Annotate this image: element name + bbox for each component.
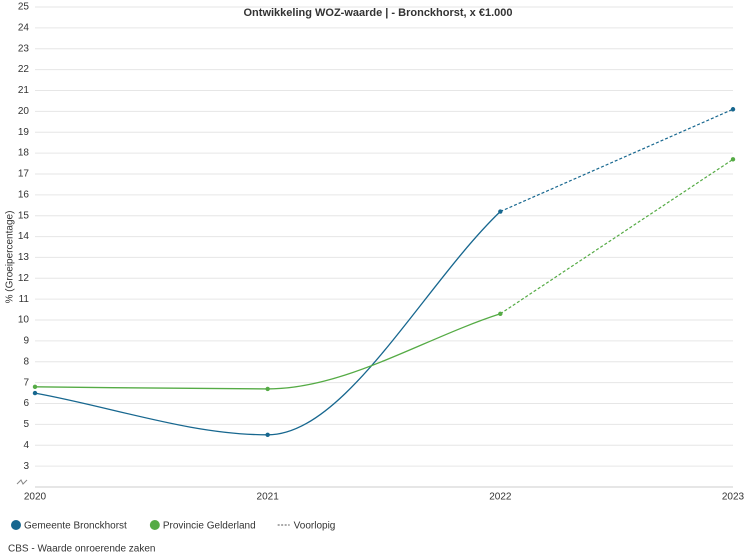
- y-tick-label: 24: [18, 23, 30, 34]
- y-tick-label: 6: [23, 398, 29, 409]
- legend-label: Gemeente Bronckhorst: [24, 521, 127, 532]
- y-tick-label: 22: [18, 64, 30, 75]
- source: CBS - Waarde onroerende zaken: [8, 544, 156, 555]
- y-tick-label: 9: [23, 336, 29, 347]
- x-tick-label: 2020: [24, 492, 47, 503]
- y-tick-label: 10: [18, 315, 30, 326]
- y-tick-label: 12: [18, 273, 30, 284]
- legend-marker: [149, 520, 160, 530]
- x-tick-label: 2021: [257, 492, 280, 503]
- y-tick-label: 13: [18, 252, 30, 263]
- series-line-provisional: [500, 158, 734, 315]
- y-tick-label: 4: [23, 440, 29, 451]
- legend-label: Provincie Gelderland: [163, 521, 256, 532]
- data-point: [498, 209, 503, 214]
- y-tick-label: 15: [18, 210, 30, 221]
- data-point: [265, 432, 270, 438]
- y-tick-label: 17: [18, 169, 30, 180]
- y-tick-label: 7: [23, 377, 29, 388]
- legend-marker: [11, 520, 21, 530]
- y-tick-label: 5: [23, 419, 29, 430]
- y-tick-label: 23: [18, 43, 30, 54]
- y-tick-label: 14: [18, 231, 30, 242]
- data-point: [32, 384, 38, 390]
- y-tick-label: 18: [18, 148, 30, 159]
- y-tick-label: 21: [18, 85, 30, 96]
- data-point: [265, 386, 270, 392]
- chart-title: Ontwikkeling WOZ-waarde | - Bronckhorst,…: [244, 7, 513, 19]
- y-tick-label: 3: [23, 461, 29, 472]
- data-point: [730, 157, 736, 162]
- y-tick-label: 11: [19, 294, 30, 305]
- y-tick-label: 25: [18, 2, 30, 13]
- x-tick-label: 2022: [489, 492, 512, 503]
- x-tick-label: 2023: [722, 492, 745, 503]
- data-point: [498, 311, 503, 316]
- y-tick-label: 16: [18, 189, 30, 200]
- axis-break: [16, 479, 28, 485]
- y-tick-label: 8: [23, 356, 29, 367]
- series-line: [34, 313, 501, 390]
- legend-label: Voorlopig: [294, 521, 336, 532]
- series-line: [34, 211, 501, 436]
- y-tick-label: 20: [18, 106, 30, 117]
- data-point: [32, 390, 38, 396]
- data-point: [730, 107, 736, 112]
- y-tick-label: 19: [18, 127, 30, 138]
- series-line-provisional: [500, 108, 734, 213]
- y-axis-label: % (Groeipercentage): [5, 211, 16, 304]
